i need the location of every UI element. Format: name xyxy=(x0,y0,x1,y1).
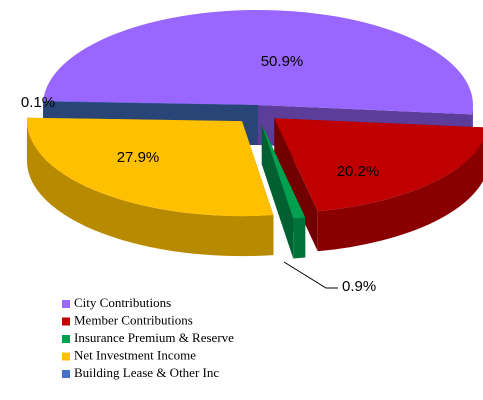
slice-side xyxy=(293,217,306,259)
slice-cut-face xyxy=(274,118,318,252)
legend-label: Building Lease & Other Inc xyxy=(74,365,219,380)
slice-side xyxy=(26,121,274,257)
slice-side xyxy=(317,141,483,252)
legend-swatch xyxy=(62,300,70,308)
legend-swatch xyxy=(62,317,70,326)
legend-swatch xyxy=(62,335,70,343)
slice-cut-face xyxy=(261,124,294,259)
slice xyxy=(43,101,259,105)
slice xyxy=(43,9,473,115)
legend-label: Insurance Premium & Reserve xyxy=(74,330,234,345)
data-label: 27.9% xyxy=(117,149,160,166)
legend-swatch xyxy=(62,370,70,378)
data-label: 0.9% xyxy=(342,278,376,295)
slice-group xyxy=(26,117,274,257)
leader-line xyxy=(283,261,338,289)
slice-group xyxy=(261,124,306,259)
legend-label: Net Investment Income xyxy=(74,347,196,362)
legend-swatch xyxy=(62,352,70,361)
slice xyxy=(26,117,274,217)
slice xyxy=(261,124,306,219)
slice xyxy=(274,118,483,212)
legend-label: City Contributions xyxy=(74,295,171,310)
slice-group xyxy=(274,118,483,252)
data-label: 20.2% xyxy=(337,163,380,180)
legend-label: Member Contributions xyxy=(74,312,193,327)
data-label: 50.9% xyxy=(261,53,304,70)
data-label: 0.1% xyxy=(21,94,55,111)
